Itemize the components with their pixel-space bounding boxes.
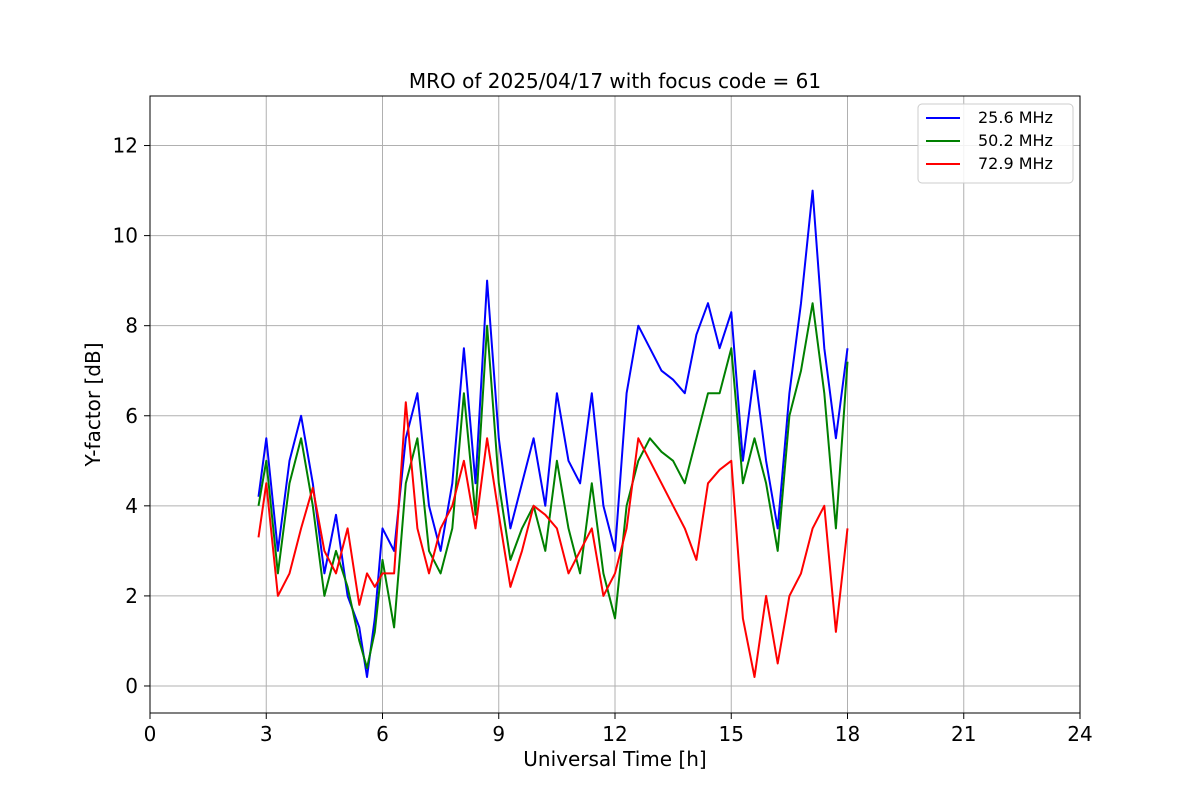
legend-label-72-9-mhz: 72.9 MHz — [978, 154, 1053, 173]
x-tick-label-6: 18 — [835, 722, 860, 746]
series-layer — [257, 189, 849, 678]
y-tick-label-2: 4 — [125, 494, 138, 518]
x-tick-label-3: 9 — [492, 722, 505, 746]
legend-label-25-6-mhz: 25.6 MHz — [978, 108, 1053, 127]
chart-title: MRO of 2025/04/17 with focus code = 61 — [409, 69, 821, 93]
y-tick-label-5: 10 — [113, 224, 138, 248]
x-tick-label-4: 12 — [602, 722, 627, 746]
y-tick-label-3: 6 — [125, 404, 138, 428]
y-tick-label-1: 2 — [125, 584, 138, 608]
legend: 25.6 MHz 50.2 MHz 72.9 MHz — [917, 103, 1074, 184]
series-line-50-2-mhz — [257, 302, 849, 669]
x-axis-label: Universal Time [h] — [523, 747, 706, 771]
x-tick-label-1: 3 — [260, 722, 273, 746]
x-tick-label-7: 21 — [951, 722, 976, 746]
y-axis-label: Y-factor [dB] — [81, 342, 105, 467]
series-line-25-6-mhz — [257, 189, 849, 678]
series-line-72-9-mhz — [257, 401, 849, 678]
legend-label-50-2-mhz: 50.2 MHz — [978, 131, 1053, 150]
y-tick-label-4: 8 — [125, 314, 138, 338]
x-tick-label-8: 24 — [1067, 722, 1092, 746]
x-tick-label-2: 6 — [376, 722, 389, 746]
y-tick-label-6: 12 — [113, 134, 138, 158]
x-tick-label-0: 0 — [144, 722, 157, 746]
x-tick-label-5: 15 — [719, 722, 744, 746]
y-tick-label-0: 0 — [125, 674, 138, 698]
